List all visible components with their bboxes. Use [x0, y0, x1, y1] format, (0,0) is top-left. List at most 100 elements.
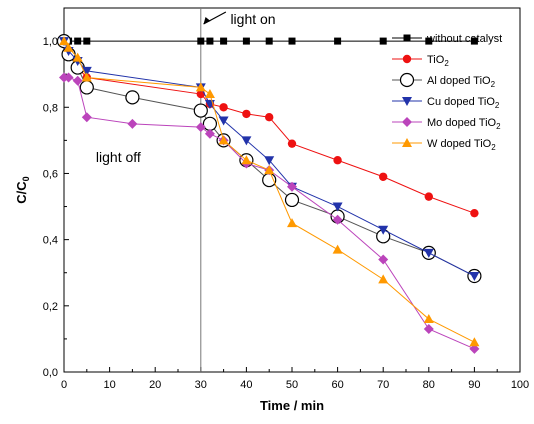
data-point-cu-doped-tio2 [469, 272, 480, 282]
data-point-mo-doped-tio2 [127, 118, 138, 129]
data-point-without-catalyst [334, 37, 342, 45]
data-point-w-doped-tio2 [287, 218, 297, 228]
legend-label-main: Al doped TiO [427, 75, 491, 87]
data-point-without-catalyst [425, 37, 433, 45]
x-tick-label: 90 [468, 379, 480, 391]
data-point-mo-doped-tio2 [423, 323, 434, 334]
data-point-cu-doped-tio2 [423, 248, 434, 258]
legend-marker [403, 34, 411, 42]
legend-marker [402, 54, 412, 64]
legend-label-main: TiO [427, 54, 445, 66]
data-point-tio2 [470, 208, 479, 218]
data-point-mo-doped-tio2 [287, 181, 297, 192]
legend-item-mo-doped-tio2: Mo doped TiO2 [392, 117, 501, 131]
x-tick-label: 100 [511, 379, 529, 391]
data-point-mo-doped-tio2 [469, 343, 480, 354]
series-layer [56, 33, 482, 354]
light-on-arrow-head [203, 17, 211, 24]
legend-label-main: Cu doped TiO [427, 96, 495, 108]
x-tick-label: 20 [149, 379, 161, 391]
y-axis-title-main: C/C [14, 181, 29, 204]
x-tick-label: 0 [61, 379, 67, 391]
legend-item-cu-doped-tio2: Cu doped TiO2 [392, 96, 500, 110]
series-w-doped-tio2 [59, 36, 480, 347]
data-point-w-doped-tio2 [59, 36, 69, 46]
data-point-cu-doped-tio2 [378, 225, 389, 235]
annotation-layer: light on light off [96, 11, 276, 165]
data-point-w-doped-tio2 [469, 337, 480, 347]
data-point-without-catalyst [74, 37, 82, 45]
legend-label-sub: 2 [444, 59, 449, 68]
y-tick-label: 0,0 [43, 367, 58, 379]
y-tick-label: 0,6 [43, 168, 58, 180]
x-tick-label: 50 [286, 379, 298, 391]
data-point-mo-doped-tio2 [81, 112, 92, 123]
y-axis-title-sub: 0 [21, 176, 31, 181]
data-point-tio2 [287, 139, 297, 148]
legend-item-tio2: TiO2 [392, 54, 449, 68]
legend-label-al-doped-tio2: Al doped TiO2 [427, 75, 496, 89]
y-tick-label: 0,2 [43, 301, 58, 313]
legend-label-sub: 2 [491, 143, 496, 152]
data-point-cu-doped-tio2 [332, 202, 343, 212]
data-point-tio2 [265, 113, 274, 122]
data-point-al-doped-tio2 [202, 116, 218, 131]
data-point-tio2 [333, 156, 342, 165]
data-point-tio2 [219, 103, 228, 112]
data-point-mo-doped-tio2 [378, 254, 389, 265]
data-point-w-doped-tio2 [218, 135, 229, 145]
data-point-without-catalyst [83, 37, 91, 45]
legend-label-sub: 2 [496, 122, 501, 131]
x-tick-label: 30 [195, 379, 207, 391]
y-axis-title: C/C0 [14, 176, 31, 203]
legend-label-main: without catalyst [426, 33, 502, 45]
data-point-w-doped-tio2 [423, 314, 434, 324]
x-axis-title: Time / min [260, 398, 324, 413]
data-point-w-doped-tio2 [204, 89, 215, 99]
x-tick-label: 10 [103, 379, 115, 391]
data-point-mo-doped-tio2 [63, 72, 74, 83]
legend-label-sub: 2 [495, 101, 500, 110]
data-point-cu-doped-tio2 [241, 136, 252, 146]
y-tick-label: 0,4 [43, 235, 58, 247]
legend-item-without-catalyst: without catalyst [392, 33, 502, 45]
legend-label-sub: 2 [491, 80, 496, 89]
legend-label-without-catalyst: without catalyst [426, 33, 502, 45]
data-point-al-doped-tio2 [284, 192, 300, 208]
data-point-w-doped-tio2 [63, 42, 74, 52]
data-point-mo-doped-tio2 [332, 214, 343, 225]
data-point-without-catalyst [197, 37, 205, 45]
data-point-w-doped-tio2 [241, 155, 252, 165]
data-point-w-doped-tio2 [72, 52, 83, 62]
data-point-w-doped-tio2 [378, 274, 389, 284]
data-point-mo-doped-tio2 [204, 128, 215, 139]
x-tick-label: 60 [331, 379, 343, 391]
data-point-w-doped-tio2 [332, 244, 343, 254]
legend-label-w-doped-tio2: W doped TiO2 [427, 138, 496, 152]
data-point-without-catalyst [206, 37, 214, 45]
legend-label-main: W doped TiO [427, 138, 492, 150]
data-point-cu-doped-tio2 [218, 116, 229, 126]
data-point-without-catalyst [470, 37, 478, 45]
data-point-without-catalyst [220, 37, 228, 45]
data-point-w-doped-tio2 [195, 82, 206, 92]
data-point-al-doped-tio2 [125, 90, 140, 105]
legend-label-tio2: TiO2 [427, 54, 449, 68]
data-point-cu-doped-tio2 [81, 66, 92, 76]
legend-label-main: Mo doped TiO [427, 117, 497, 129]
ticks-layer: 0 10 20 30 40 50 60 70 80 90 100 0,0 0,2 0,4 0,6 0,8 1,0 [43, 36, 529, 391]
data-point-tio2 [424, 192, 433, 201]
legend-marker [402, 138, 412, 147]
x-tick-label: 70 [377, 379, 389, 391]
data-point-without-catalyst [242, 37, 250, 45]
data-point-al-doped-tio2 [79, 80, 94, 95]
data-point-al-doped-tio2 [193, 103, 208, 118]
data-point-without-catalyst [288, 37, 296, 45]
data-point-tio2 [379, 172, 388, 181]
legend-marker [402, 97, 412, 106]
legend-label-mo-doped-tio2: Mo doped TiO2 [427, 117, 501, 131]
y-tick-label: 0,8 [43, 102, 58, 114]
legend-item-w-doped-tio2: W doped TiO2 [392, 138, 496, 152]
data-point-mo-doped-tio2 [195, 122, 206, 133]
